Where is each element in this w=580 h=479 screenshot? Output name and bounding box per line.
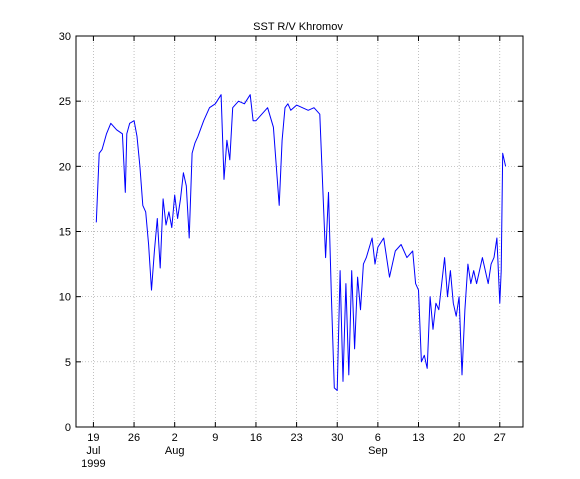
x-tick-label-day: 20	[453, 432, 465, 444]
chart-title: SST R/V Khromov	[253, 21, 343, 33]
axis-ticks	[76, 35, 523, 428]
x-tick-label-day: 27	[494, 432, 506, 444]
x-tick-label-month: Sep	[368, 445, 388, 457]
x-tick-label-day: 30	[331, 432, 343, 444]
x-tick-label-day: 9	[212, 432, 218, 444]
grid-lines	[76, 36, 523, 427]
x-tick-label-day: 19	[87, 432, 99, 444]
y-tick-label: 30	[59, 31, 71, 43]
y-tick-label: 10	[59, 292, 71, 304]
y-tick-label: 20	[59, 161, 71, 173]
x-tick-label-day: 6	[375, 432, 381, 444]
series-layer	[95, 94, 507, 391]
x-tick-label-day: 16	[250, 432, 262, 444]
x-tick-label-month: Aug	[165, 445, 185, 457]
x-tick-label-year: 1999	[81, 458, 105, 470]
y-tick-label: 5	[65, 357, 71, 369]
y-tick-label: 0	[65, 422, 71, 434]
plot-area-frame	[75, 35, 524, 428]
x-tick-label-day: 13	[412, 432, 424, 444]
x-tick-label-day: 2	[172, 432, 178, 444]
y-tick-label: 25	[59, 96, 71, 108]
x-tick-label-month: Jul	[86, 445, 100, 457]
y-tick-label: 15	[59, 227, 71, 239]
x-tick-label-day: 23	[290, 432, 302, 444]
sst-series-line	[95, 94, 507, 391]
x-tick-label-day: 26	[128, 432, 140, 444]
